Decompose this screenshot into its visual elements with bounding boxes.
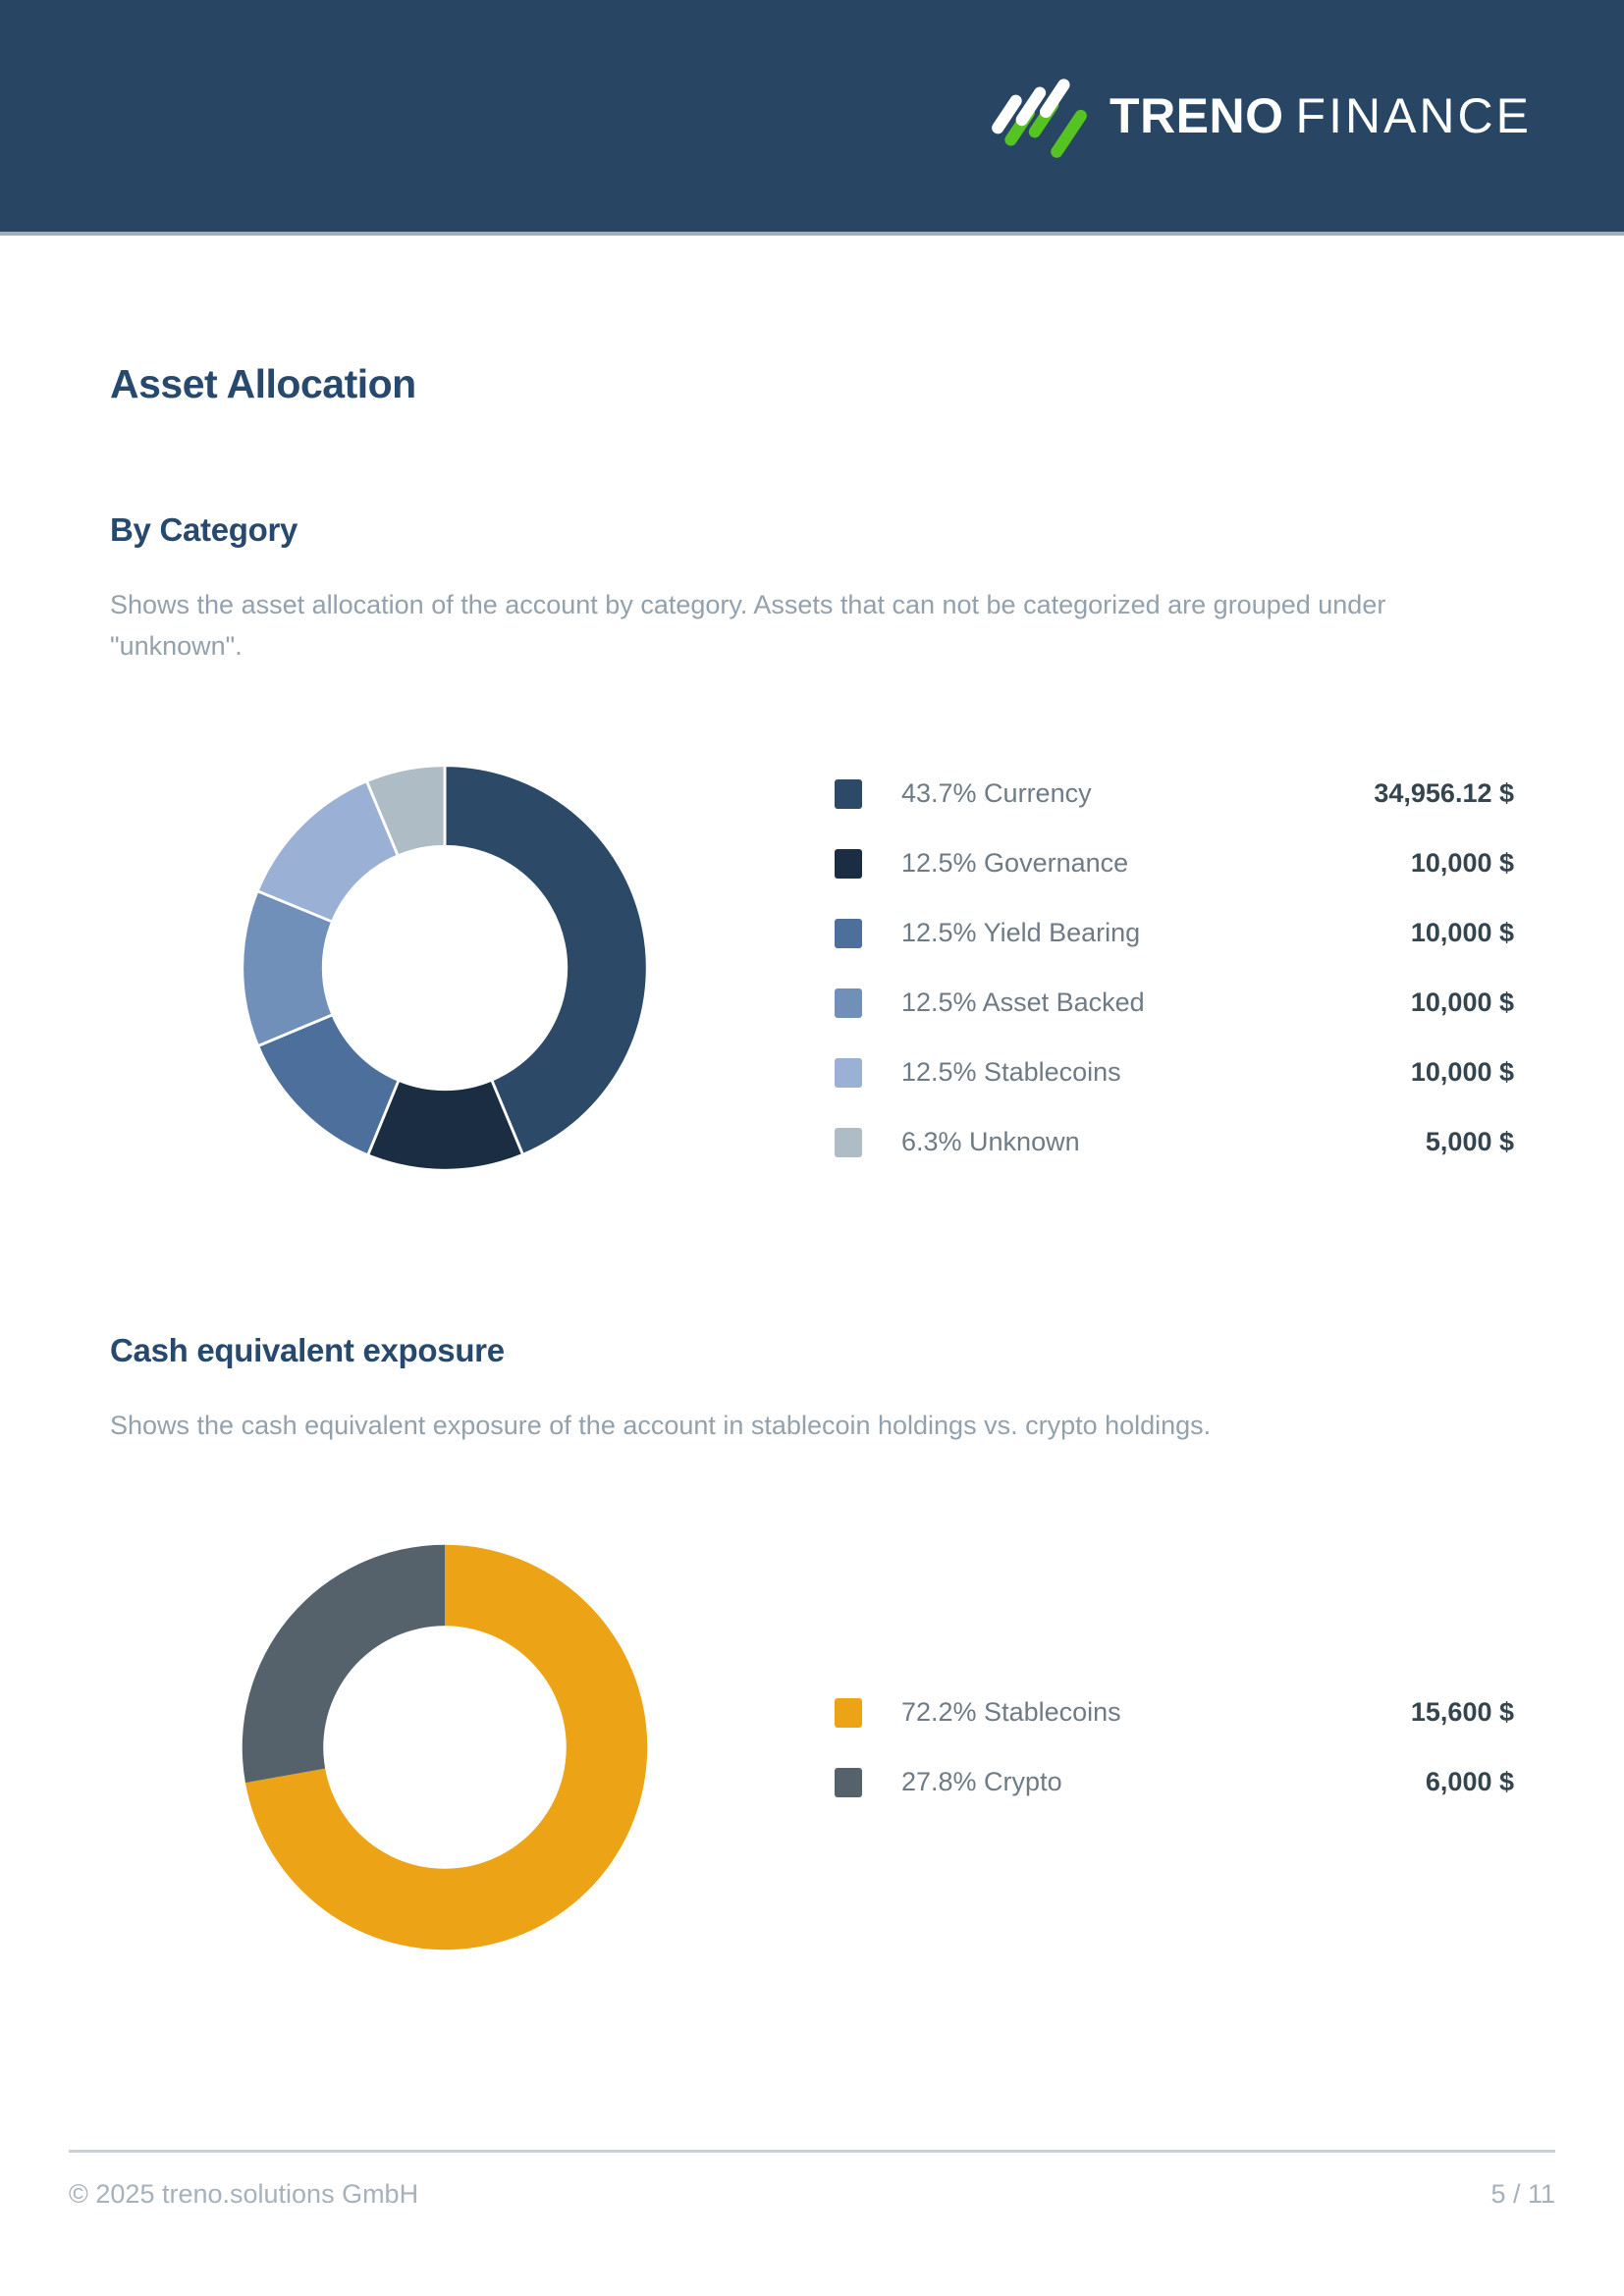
footer-page-number: 5 / 11: [1490, 2179, 1555, 2209]
brand-wordmark: TRENO FINANCE: [1110, 87, 1532, 144]
legend-value: 5,000 $: [1425, 1127, 1514, 1156]
donut-chart-by-category: [224, 747, 666, 1189]
legend-swatch-asset-backed: [835, 988, 862, 1018]
brand-name-light: FINANCE: [1295, 88, 1532, 143]
donut-svg: [241, 764, 649, 1172]
donut-slice-crypto: [242, 1544, 445, 1784]
page-content: Asset Allocation By Category Shows the a…: [0, 361, 1624, 1968]
donut-slice-stablecoins: [244, 1544, 648, 1950]
legend-row-currency: 43.7% Currency 34,956.12 $: [835, 759, 1514, 828]
legend-row-asset-backed: 12.5% Asset Backed 10,000 $: [835, 968, 1514, 1038]
legend-swatch-crypto: [835, 1767, 862, 1797]
treno-peaks-icon: [984, 66, 1094, 166]
legend-swatch-unknown: [835, 1127, 862, 1157]
section-title-cash-equivalent: Cash equivalent exposure: [110, 1332, 505, 1368]
chart-cash-equivalent: 72.2% Stablecoins 15,600 $ 27.8% Crypto 6,0…: [110, 1526, 1514, 1968]
legend-by-category: 43.7% Currency 34,956.12 $ 12.5% Governanc…: [835, 759, 1514, 1177]
section-cash-equivalent: Cash equivalent exposure Shows the cash …: [110, 1332, 1514, 1968]
legend-label: 12.5% Governance: [901, 848, 1129, 878]
legend-row-yield-bearing: 12.5% Yield Bearing 10,000 $: [835, 898, 1514, 968]
legend-value: 10,000 $: [1410, 1057, 1514, 1087]
legend-label: 12.5% Asset Backed: [901, 988, 1145, 1017]
section-description-cash-equivalent: Shows the cash equivalent exposure of th…: [110, 1411, 1212, 1440]
legend-label: 12.5% Stablecoins: [901, 1057, 1121, 1087]
legend-value: 10,000 $: [1410, 848, 1514, 878]
legend-value: 10,000 $: [1410, 988, 1514, 1017]
donut-chart-cash-equivalent: [224, 1526, 666, 1968]
legend-label: 43.7% Currency: [901, 778, 1092, 808]
header-banner: TRENO FINANCE: [0, 0, 1624, 236]
legend-label: 6.3% Unknown: [901, 1127, 1080, 1156]
legend-value: 15,600 $: [1410, 1697, 1514, 1727]
legend-swatch-governance: [835, 848, 862, 879]
footer-copyright: © 2025 treno.solutions GmbH: [69, 2179, 419, 2209]
section-description-by-category: Shows the asset allocation of the accoun…: [110, 590, 1386, 661]
section-title-by-category: By Category: [110, 511, 298, 548]
legend-label: 12.5% Yield Bearing: [901, 918, 1141, 947]
donut-slice-currency: [443, 764, 649, 1156]
chart-by-category: 43.7% Currency 34,956.12 $ 12.5% Governanc…: [110, 747, 1514, 1189]
legend-row-stablecoins: 12.5% Stablecoins 10,000 $: [835, 1038, 1514, 1107]
donut-svg: [242, 1544, 648, 1950]
legend-label: 72.2% Stablecoins: [901, 1697, 1121, 1727]
legend-value: 10,000 $: [1410, 918, 1514, 947]
legend-row-unknown: 6.3% Unknown 5,000 $: [835, 1107, 1514, 1177]
brand-logo: TRENO FINANCE: [984, 66, 1532, 166]
legend-value: 6,000 $: [1425, 1767, 1514, 1796]
section-by-category: By Category Shows the asset allocation o…: [110, 511, 1514, 1189]
legend-swatch-stablecoins: [835, 1057, 862, 1088]
legend-swatch-yield-bearing: [835, 918, 862, 948]
legend-row-governance: 12.5% Governance 10,000 $: [835, 828, 1514, 898]
legend-swatch-currency: [835, 778, 862, 809]
legend-value: 34,956.12 $: [1374, 778, 1514, 808]
donut-slice-unknown: [365, 764, 447, 858]
page-title: Asset Allocation: [110, 361, 416, 406]
legend-row-crypto: 27.8% Crypto 6,000 $: [835, 1747, 1514, 1817]
brand-name-bold: TRENO: [1110, 88, 1284, 143]
legend-label: 27.8% Crypto: [901, 1767, 1062, 1796]
page-footer: © 2025 treno.solutions GmbH 5 / 11: [69, 2150, 1555, 2210]
legend-row-stablecoins: 72.2% Stablecoins 15,600 $: [835, 1678, 1514, 1747]
legend-swatch-stablecoins: [835, 1697, 862, 1728]
legend-cash-equivalent: 72.2% Stablecoins 15,600 $ 27.8% Crypto 6,0…: [835, 1678, 1514, 1817]
